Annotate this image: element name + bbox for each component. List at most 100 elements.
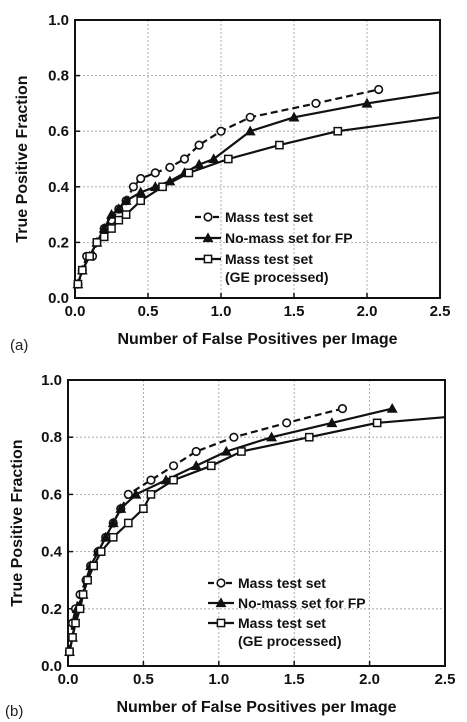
data-point [120,195,132,205]
plot-frame [67,379,446,667]
data-point [113,203,125,214]
data-point [374,84,384,95]
y-tick-label: 0.8 [48,68,69,85]
data-point [136,173,146,184]
data-point [237,447,246,456]
data-point [169,475,178,485]
y-tick-label: 0.0 [41,658,62,675]
data-point [96,547,106,556]
data-point [108,532,118,542]
data-point [65,647,74,657]
data-point [128,182,138,192]
data-point [229,432,239,442]
data-point [123,518,133,528]
y-tick-label: 0.0 [48,290,69,307]
x-tick-label: 0.5 [133,671,154,688]
data-point [146,475,156,485]
legend-label: (GE processed) [225,269,328,285]
data-point [216,126,226,136]
legend: Mass test set No-mass set for FP Mass test… [208,575,366,649]
series-triangle [64,402,398,656]
x-axis-label: Number of False Positives per Image [116,699,396,716]
y-tick-label: 0.6 [48,123,69,140]
panel-b: 0.0 0.5 1.0 1.5 2.0 2.5 0.0 0.2 0.4 0.6 0.8 1.0 Numb… [5,372,455,720]
legend-marker [202,232,214,243]
x-tick-label: 0.5 [138,303,159,320]
data-point [304,432,314,442]
x-tick-label: 0.0 [65,303,86,320]
y-tick-label: 1.0 [48,12,69,29]
y-tick-label: 0.4 [48,179,70,196]
panel-a: 0.0 0.5 1.0 1.5 2.0 2.5 0.0 0.2 0.4 0.6 0.8 1.0 Numb… [10,12,450,354]
series-line [68,407,393,652]
data-point [191,446,201,457]
data-point [73,279,83,289]
legend-label: Mass test set [225,251,313,267]
data-point [98,222,110,233]
series-square [65,416,446,657]
legend-label: (GE processed) [238,633,341,649]
data-point [275,140,284,150]
x-tick-label: 2.0 [359,671,380,688]
data-point [107,517,119,528]
data-point [115,503,127,513]
data-point [78,590,88,599]
y-tick-label: 1.0 [41,372,62,389]
data-point [184,168,194,178]
legend-marker [216,618,226,628]
x-tick-label: 2.5 [430,303,451,320]
y-tick-label: 0.4 [41,544,63,561]
y-axis-label: True Positive Fraction [9,439,26,606]
data-point [100,531,112,542]
panel-label: (a) [10,337,28,354]
data-point [190,460,202,470]
data-point [99,232,109,242]
legend-label: No-mass set for FP [238,595,366,611]
data-point [85,251,94,261]
data-point [244,125,256,136]
data-point [83,575,92,585]
data-point [89,561,98,571]
legend-marker [203,254,213,264]
data-point [179,154,190,164]
data-point [135,186,147,197]
legend-label: Mass test set [238,615,326,631]
data-point [123,489,133,500]
data-point [288,111,300,122]
data-point [165,162,175,172]
x-tick-label: 1.0 [211,303,232,320]
y-tick-label: 0.6 [41,486,62,503]
data-point [150,168,160,178]
data-point [121,210,131,219]
data-point [282,418,292,428]
legend-marker [215,597,227,608]
panel-label: (b) [5,703,23,720]
y-tick-label: 0.2 [48,234,69,251]
data-point [77,265,87,275]
data-point [114,215,124,225]
data-point [139,504,148,514]
y-tick-label: 0.8 [41,429,62,446]
data-point [168,461,179,471]
data-point [75,604,85,614]
data-point [208,153,220,164]
legend-label: Mass test set [225,209,313,225]
legend-marker [216,578,226,588]
data-point [92,238,102,247]
data-point [245,112,255,122]
data-point [361,97,373,108]
data-point [220,445,232,456]
data-point [326,417,338,428]
data-point [337,404,348,414]
series-square [73,116,441,289]
x-axis-label: Number of False Positives per Image [117,331,397,348]
data-point [333,126,343,136]
data-point [372,418,382,428]
data-point [311,98,321,108]
data-point [266,431,278,442]
data-point [158,182,167,192]
data-point [107,224,116,233]
data-point [68,633,77,642]
data-point [223,154,233,164]
data-point [130,488,142,499]
